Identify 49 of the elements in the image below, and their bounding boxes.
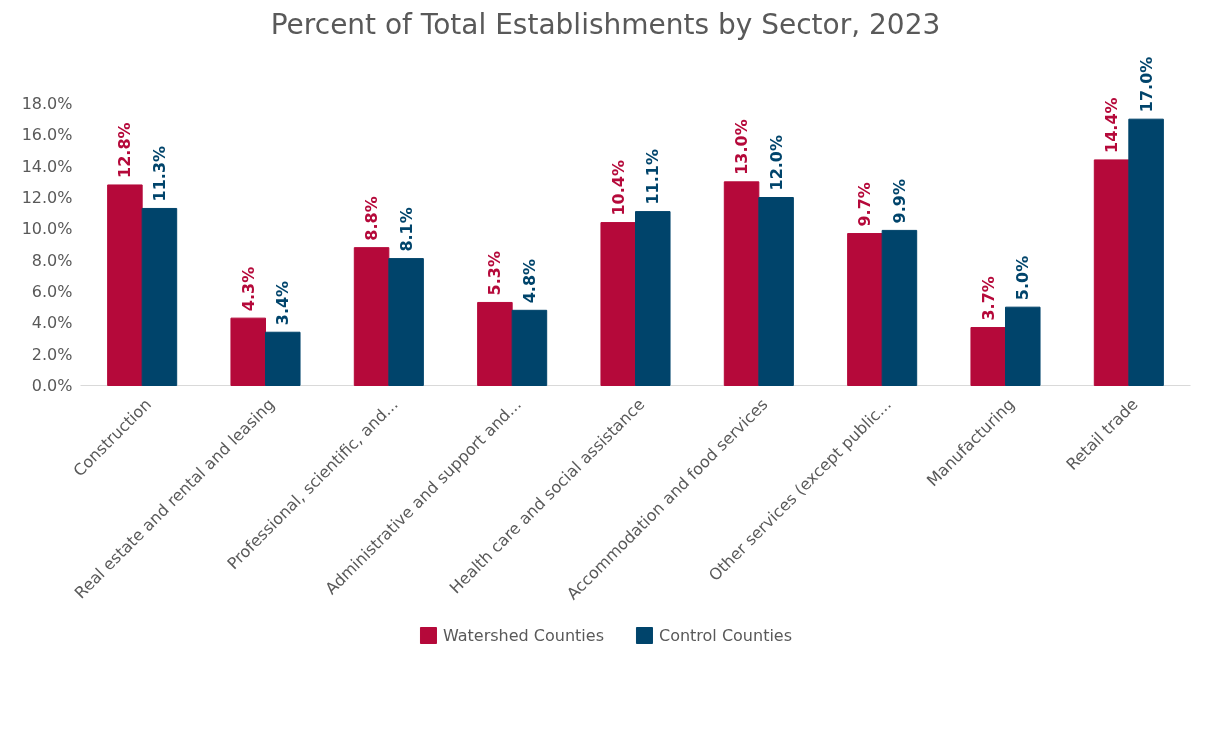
bar [1005, 306, 1041, 386]
data-label: 8.1% [396, 207, 416, 252]
data-label: 10.4% [608, 160, 628, 216]
bar [881, 229, 918, 386]
data-label: 5.0% [1013, 255, 1033, 301]
data-label: 11.3% [149, 145, 169, 202]
bar [265, 331, 301, 386]
y-tick-label: 10.0% [21, 219, 73, 239]
y-tick-label: 14.0% [21, 156, 73, 176]
bar [600, 222, 636, 386]
bar [635, 211, 671, 386]
data-label: 5.3% [485, 251, 505, 296]
bar [1093, 159, 1130, 386]
y-tick-label: 4.0% [31, 313, 73, 333]
data-label: 12.0% [766, 134, 786, 191]
data-label: 17.0% [1136, 56, 1156, 113]
y-tick-label: 0.0% [31, 376, 73, 395]
bar [230, 317, 266, 386]
data-label: 4.8% [519, 258, 539, 304]
y-tick-label: 16.0% [21, 125, 73, 145]
bar [723, 181, 760, 386]
data-label: 4.3% [238, 266, 258, 312]
bar [388, 258, 424, 386]
legend-label: Control Counties [658, 625, 793, 645]
bar [353, 247, 390, 386]
data-label: 9.9% [889, 179, 909, 224]
y-tick-label: 18.0% [21, 94, 73, 113]
bar [758, 197, 794, 386]
y-tick-label: 2.0% [31, 344, 73, 364]
y-tick-label: 12.0% [21, 188, 73, 207]
data-label: 13.0% [732, 119, 752, 175]
data-label: 14.4% [1102, 97, 1122, 153]
data-label: 8.8% [362, 196, 382, 241]
bar [970, 327, 1006, 386]
bar [847, 233, 883, 386]
data-label: 9.7% [855, 182, 875, 227]
data-label: 11.1% [643, 149, 663, 205]
data-label: 12.8% [115, 122, 135, 178]
bar [141, 207, 178, 386]
bar [1128, 118, 1164, 386]
bar [511, 309, 548, 386]
data-label: 3.4% [273, 280, 293, 326]
bar [477, 301, 513, 386]
chart-title: Percent of Total Establishments by Sector, 2023 [270, 7, 941, 41]
bar [107, 184, 143, 386]
y-tick-label: 6.0% [31, 282, 73, 301]
legend-label: Watershed Counties [442, 625, 604, 645]
y-tick-label: 8.0% [31, 250, 73, 270]
data-label: 3.7% [978, 276, 998, 321]
